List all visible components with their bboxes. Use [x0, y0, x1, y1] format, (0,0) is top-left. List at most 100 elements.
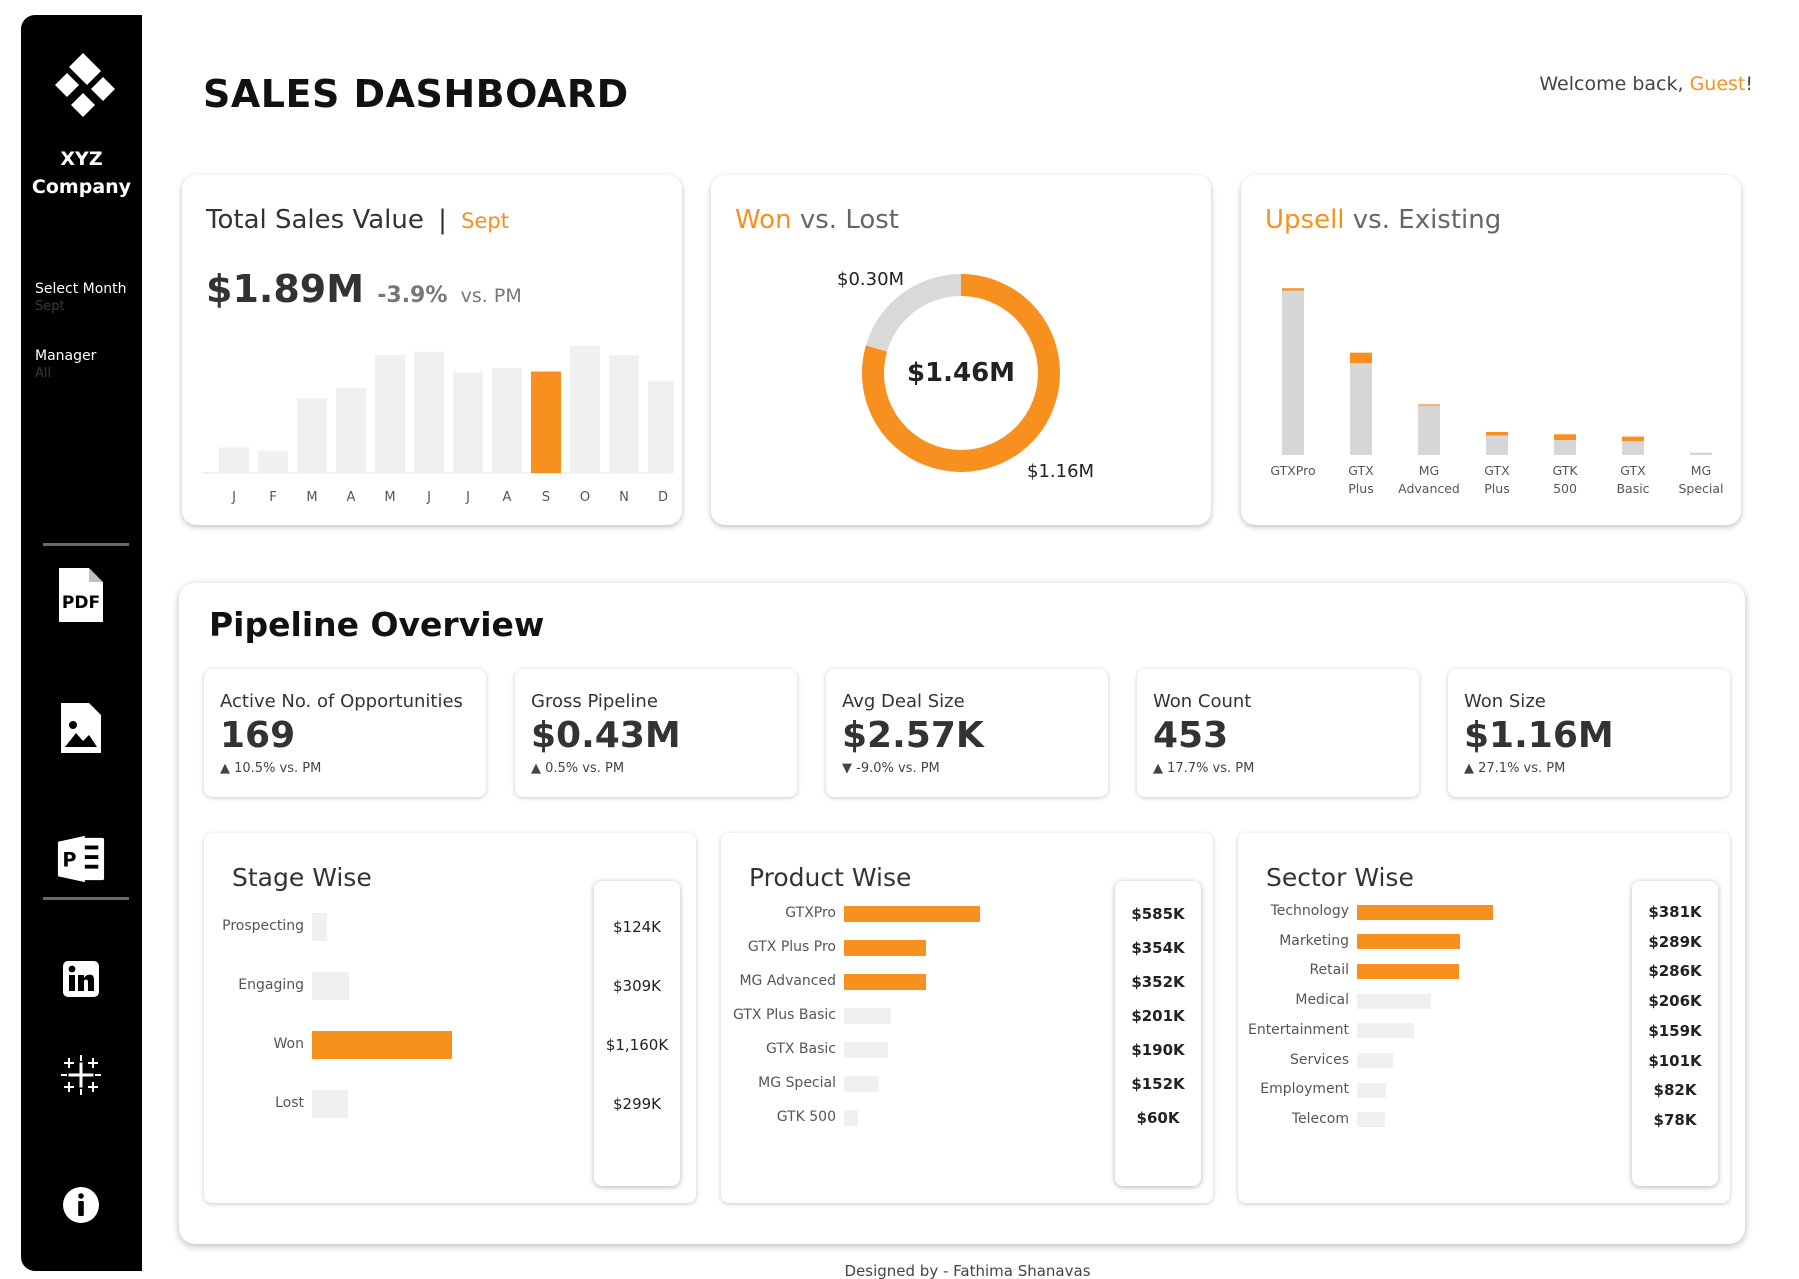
kpi-value: $0.43M: [531, 715, 681, 756]
stage_wise-bar[interactable]: [312, 913, 327, 941]
existing-bar[interactable]: [1350, 363, 1372, 455]
product_wise-bar[interactable]: [844, 1042, 889, 1058]
powerpoint-icon[interactable]: P: [56, 831, 106, 887]
product_wise-row-value: $354K: [1131, 939, 1185, 957]
product_wise-bar[interactable]: [844, 1008, 891, 1024]
manager-filter-value[interactable]: All: [35, 366, 52, 381]
sector_wise-bar[interactable]: [1357, 1053, 1394, 1068]
won-lost-title-won: Won: [735, 205, 792, 235]
manager-filter[interactable]: Manager All: [35, 347, 96, 383]
upsell-bar[interactable]: [1350, 352, 1372, 363]
donut-center-value: $1.46M: [906, 358, 1016, 388]
sector_wise-bar[interactable]: [1357, 934, 1461, 950]
kpi-delta: ▼ -9.0% vs. PM: [842, 761, 940, 776]
product_wise-bar[interactable]: [844, 1110, 858, 1126]
existing-bar[interactable]: [1690, 452, 1712, 455]
product-tick-label: MG: [1691, 463, 1711, 478]
monthly-bar[interactable]: [531, 371, 561, 474]
kpi-label: Won Count: [1153, 691, 1252, 712]
sector_wise-bar[interactable]: [1357, 993, 1431, 1009]
month-filter-value[interactable]: Sept: [35, 299, 65, 314]
product_wise-row-value: $190K: [1131, 1041, 1185, 1059]
month-tick-label: N: [619, 490, 629, 505]
sector_wise-row-value: $101K: [1648, 1051, 1702, 1070]
stage_wise-bar[interactable]: [312, 1090, 349, 1118]
month-filter[interactable]: Select Month Sept: [35, 280, 127, 316]
existing-bar[interactable]: [1282, 290, 1304, 455]
monthly-bar[interactable]: [570, 345, 600, 473]
sector_wise-bar[interactable]: [1357, 1023, 1414, 1039]
sector_wise-bar[interactable]: [1357, 1112, 1385, 1128]
kpi-value: $2.57K: [842, 715, 984, 756]
upsell-title-upsell: Upsell: [1265, 205, 1345, 235]
sector-wise-title: Sector Wise: [1266, 863, 1414, 892]
product_wise-row-label: GTX Plus Pro: [747, 939, 836, 955]
pipeline-title: Pipeline Overview: [209, 605, 545, 644]
stage_wise-row-value: $299K: [612, 1095, 661, 1113]
monthly-bar[interactable]: [414, 351, 444, 473]
product_wise-bar[interactable]: [844, 940, 927, 956]
won-lost-title: Won vs. Lost: [735, 205, 899, 235]
manager-filter-label: Manager: [35, 348, 97, 364]
stage_wise-bar[interactable]: [312, 1031, 453, 1059]
upsell-title: Upsell vs. Existing: [1265, 205, 1501, 235]
product-tick-label: Plus: [1348, 481, 1373, 496]
product-wise-card: Product Wise GTXPro $585K GTX Plus Pro $354…: [721, 833, 1213, 1203]
image-icon[interactable]: [56, 700, 106, 756]
product-wise-title: Product Wise: [749, 863, 912, 892]
product_wise-row-label: GTX Plus Basic: [733, 1007, 836, 1023]
sector_wise-row-value: $159K: [1648, 1021, 1702, 1040]
sector_wise-bar[interactable]: [1357, 1082, 1387, 1098]
donut-won-slice[interactable]: [862, 274, 1060, 472]
total-sales-card: Total Sales Value | Sept $1.89M -3.9% vs…: [182, 175, 682, 525]
company-name: XYZ Company: [21, 145, 142, 201]
linkedin-icon[interactable]: [56, 951, 106, 1007]
existing-bar[interactable]: [1486, 435, 1508, 455]
page-title: SALES DASHBOARD: [203, 72, 629, 116]
sector_wise-row-value: $206K: [1648, 992, 1702, 1011]
monthly-bar[interactable]: [336, 387, 366, 473]
company-line-2: Company: [31, 176, 132, 198]
monthly-bar[interactable]: [258, 450, 288, 473]
stage_wise-row-value: $1,160K: [605, 1036, 669, 1054]
sector_wise-row-label: Telecom: [1291, 1110, 1349, 1127]
product_wise-bar[interactable]: [844, 974, 927, 990]
product_wise-bar[interactable]: [844, 1076, 880, 1092]
total-sales-delta-suffix: vs. PM: [460, 285, 522, 307]
monthly-bar[interactable]: [492, 368, 522, 473]
upsell-bar[interactable]: [1282, 288, 1304, 291]
upsell-bar[interactable]: [1418, 404, 1440, 406]
product-tick-label: Advanced: [1398, 481, 1460, 496]
sector_wise-bar[interactable]: [1357, 963, 1460, 979]
upsell-bar[interactable]: [1486, 432, 1508, 436]
monthly-bar[interactable]: [453, 372, 483, 473]
pdf-icon[interactable]: PDF: [56, 567, 106, 623]
existing-bar[interactable]: [1622, 441, 1644, 455]
existing-bar[interactable]: [1418, 405, 1440, 455]
product_wise-bar[interactable]: [844, 906, 981, 922]
product_wise-row-label: GTX Basic: [765, 1041, 836, 1057]
monthly-bar[interactable]: [297, 398, 327, 473]
monthly-bar[interactable]: [219, 447, 249, 473]
month-tick-label: S: [542, 490, 550, 505]
kodi-logo-icon: [55, 53, 115, 117]
won-lost-title-lost: Lost: [845, 205, 899, 235]
monthly-bar[interactable]: [375, 355, 405, 473]
sector_wise-row-label: Services: [1289, 1051, 1349, 1068]
tableau-icon[interactable]: [56, 1047, 106, 1103]
kpi-label: Gross Pipeline: [531, 691, 658, 712]
monthly-bar[interactable]: [648, 380, 674, 473]
lost-value-label: $0.30M: [837, 269, 905, 290]
existing-bar[interactable]: [1554, 440, 1576, 455]
upsell-bar[interactable]: [1622, 436, 1644, 442]
month-tick-label: J: [231, 490, 236, 505]
monthly-bar[interactable]: [609, 355, 639, 473]
sector_wise-row-value: $289K: [1648, 932, 1702, 951]
product-tick-label: 500: [1553, 481, 1577, 496]
pipeline-overview-panel: Pipeline Overview Active No. of Opportun…: [179, 583, 1745, 1244]
info-icon[interactable]: [56, 1177, 106, 1233]
stage_wise-bar[interactable]: [312, 972, 350, 1000]
upsell-existing-chart: GTXPro GTX Plus MG Advanced GTX Plus GTK 500 GTX B…: [1270, 288, 1724, 496]
sector_wise-bar[interactable]: [1357, 904, 1494, 920]
upsell-bar[interactable]: [1554, 434, 1576, 441]
